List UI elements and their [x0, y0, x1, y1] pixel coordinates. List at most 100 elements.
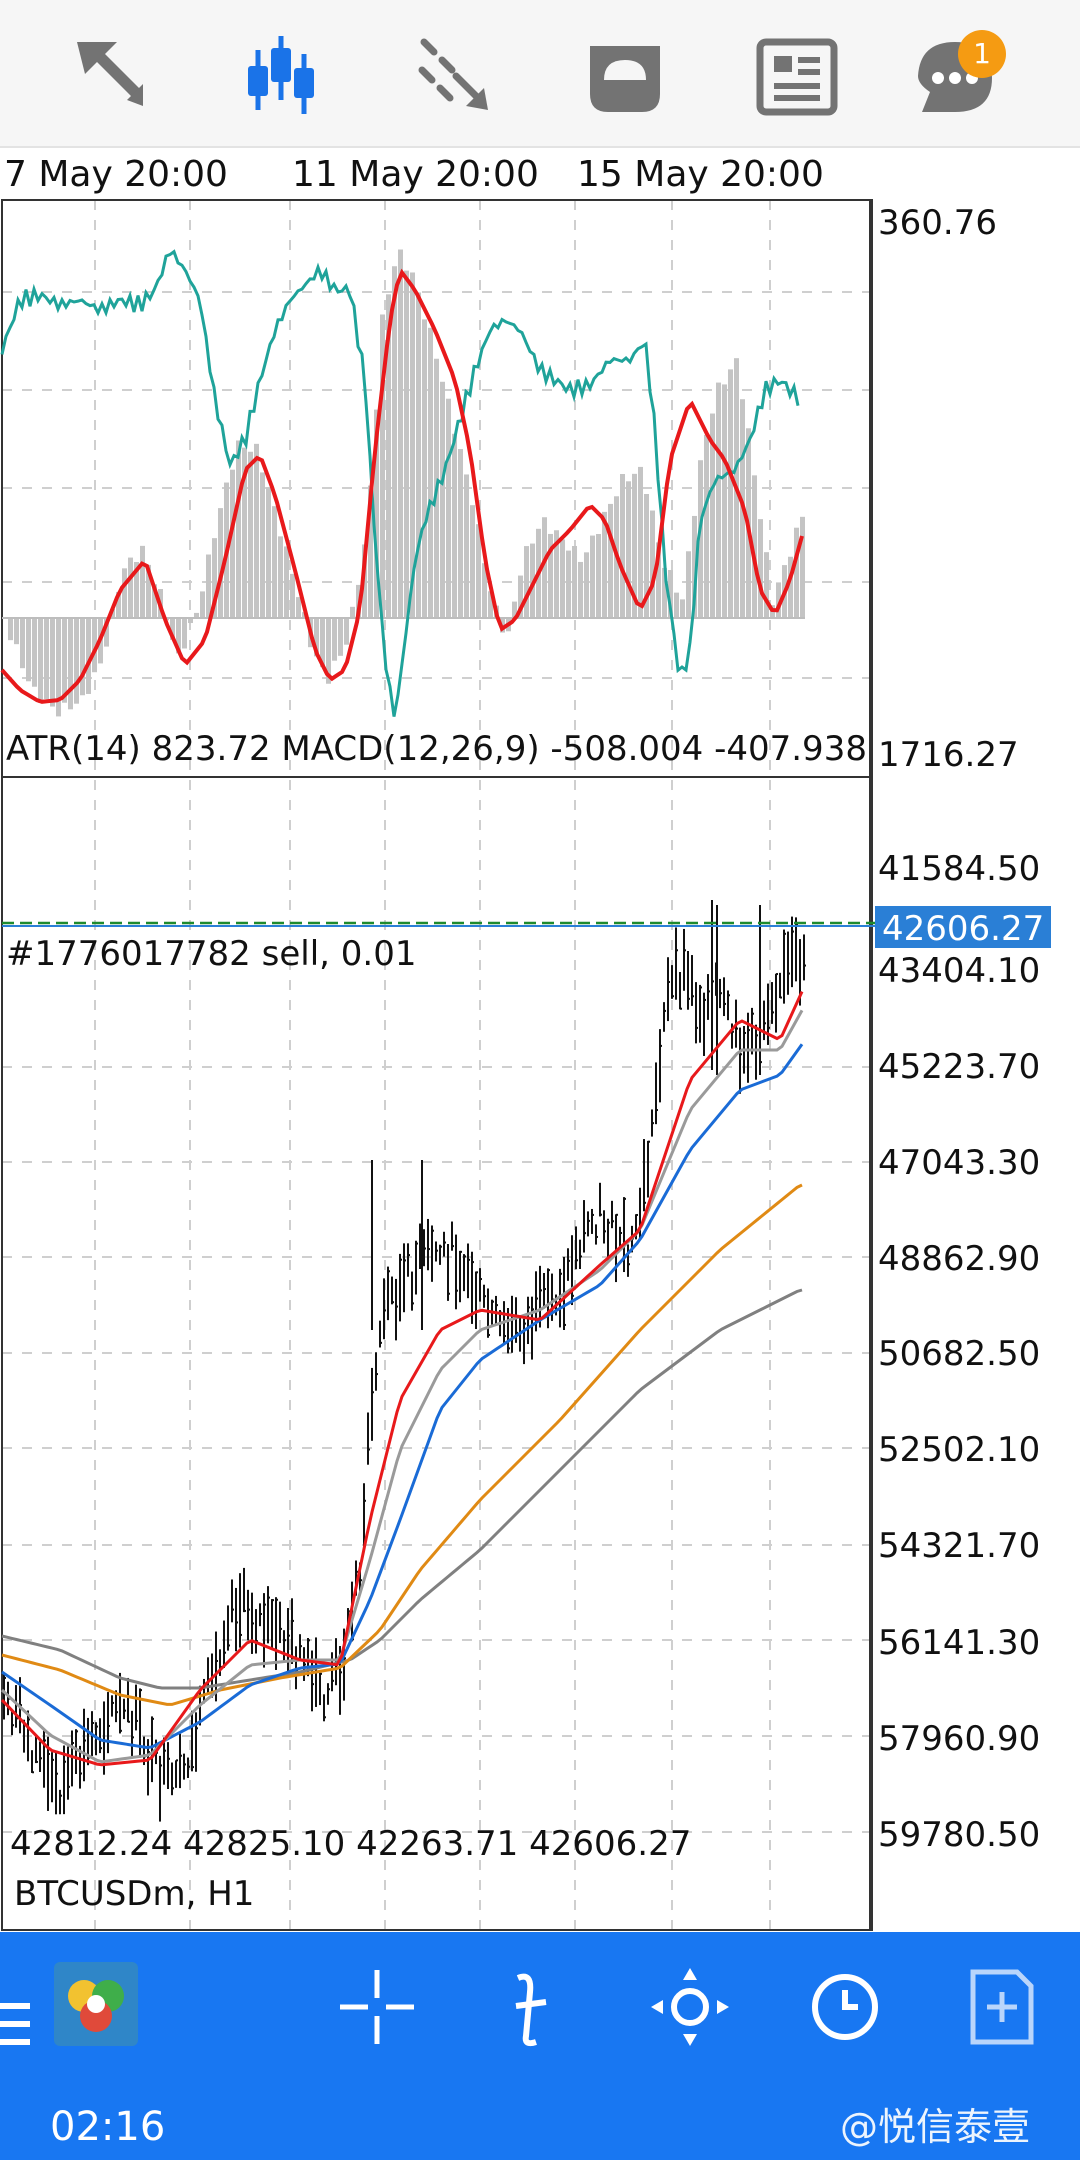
macd-bar [170, 618, 175, 640]
moving-average-red [0, 990, 804, 1767]
macd-bar [38, 618, 43, 703]
macd-bar [764, 552, 769, 618]
indicator-label: ATR(14) 823.72 MACD(12,26,9) -508.004 -4… [6, 729, 867, 769]
period-icon[interactable] [800, 1962, 890, 2052]
macd-bar [458, 449, 463, 618]
macd-bar [566, 550, 571, 618]
function-icon[interactable] [488, 1962, 578, 2052]
macd-bar [548, 533, 553, 618]
objects-tools-icon[interactable] [408, 30, 498, 120]
macd-bar [410, 272, 415, 618]
indicator-scale-top: 360.76 [878, 203, 997, 243]
watermark-text: @悦信泰壹 [840, 2105, 1031, 2149]
macd-bar [194, 612, 199, 618]
macd-bar [788, 556, 793, 618]
price-scale-label: 57960.90 [878, 1719, 1040, 1759]
macd-bar [380, 314, 385, 618]
moving-average-gray-slow [1, 1288, 803, 1690]
macd-bar [242, 447, 247, 618]
macd-bar [332, 618, 337, 661]
macd-bar [104, 618, 109, 647]
price-scale-label: 41584.50 [878, 849, 1040, 889]
app-logo-icon[interactable] [54, 1962, 138, 2046]
macd-bar [116, 591, 121, 618]
macd-bar [794, 527, 799, 618]
macd-bar [542, 517, 547, 618]
crosshair-cursor-icon[interactable] [65, 30, 155, 120]
macd-bar [686, 551, 691, 618]
macd-bar [524, 546, 529, 618]
macd-bar [488, 591, 493, 618]
chart-area[interactable]: 42606.27 ATR(14) 823.72 MACD(12,26,9) -5… [0, 198, 1080, 1932]
macd-bar [62, 618, 67, 703]
macd-bar [140, 545, 145, 618]
macd-bar [716, 382, 721, 618]
macd-bar [122, 568, 127, 618]
macd-bar [314, 618, 319, 657]
price-scale-label: 56141.30 [878, 1623, 1040, 1663]
macd-bar [692, 515, 697, 618]
macd-bar [32, 618, 37, 687]
macd-bar [146, 564, 151, 618]
macd-bar [398, 249, 403, 618]
macd-bar [14, 618, 19, 645]
macd-bar [416, 292, 421, 618]
macd-bar [590, 535, 595, 618]
macd-bar [236, 440, 241, 618]
macd-bar [698, 460, 703, 618]
macd-bar [668, 570, 673, 618]
macd-bar [452, 433, 457, 618]
macd-bar [404, 270, 409, 618]
price-scale-label: 54321.70 [878, 1526, 1040, 1566]
trade-icon[interactable] [580, 30, 670, 120]
macd-bar [620, 474, 625, 618]
move-chart-icon[interactable] [645, 1962, 735, 2052]
macd-bar [440, 381, 445, 618]
macd-bar [68, 618, 73, 710]
time-label: 7 May 20:00 [4, 154, 228, 195]
crosshair-icon[interactable] [332, 1962, 422, 2052]
macd-bar [632, 473, 637, 618]
macd-bar [482, 563, 487, 618]
macd-bar [344, 618, 349, 645]
macd-bar [386, 294, 391, 618]
macd-bar [428, 327, 433, 618]
news-icon[interactable] [752, 30, 842, 120]
macd-bar [584, 552, 589, 618]
price-scale-label: 45223.70 [878, 1047, 1040, 1087]
macd-bar [392, 266, 397, 618]
macd-bar [74, 618, 79, 704]
price-scale-label: 47043.30 [878, 1143, 1040, 1183]
time-label: 15 May 20:00 [577, 154, 824, 195]
macd-bar [266, 487, 271, 618]
macd-bar [284, 546, 289, 618]
menu-icon[interactable] [0, 1980, 40, 2070]
macd-bar [218, 508, 223, 618]
price-scale-label: 48862.90 [878, 1239, 1040, 1279]
macd-signal-line [0, 268, 804, 704]
price-scale-label: 52502.10 [878, 1430, 1040, 1470]
current-price-label: 42606.27 [882, 909, 1044, 949]
macd-bar [446, 398, 451, 618]
macd-bar [554, 530, 559, 618]
time-label: 11 May 20:00 [292, 154, 539, 195]
macd-bar [470, 505, 475, 618]
macd-bar [560, 539, 565, 618]
moving-average-blue [1, 1043, 804, 1750]
candlestick-chart-type-icon[interactable] [236, 30, 326, 120]
macd-bar [680, 599, 685, 618]
macd-bar [128, 557, 133, 618]
macd-bar [602, 511, 607, 618]
macd-bar [464, 474, 469, 618]
macd-bar [56, 618, 61, 717]
new-order-icon[interactable] [955, 1962, 1045, 2052]
macd-bar [338, 618, 343, 656]
macd-bar [626, 481, 631, 618]
chart-frames [1, 199, 873, 1931]
status-clock: 02:16 [50, 2104, 166, 2150]
price-scale-label: 59780.50 [878, 1815, 1040, 1855]
macd-bar [650, 510, 655, 618]
macd-bar [212, 538, 217, 618]
macd-bar [800, 516, 805, 618]
macd-bar [296, 597, 301, 618]
